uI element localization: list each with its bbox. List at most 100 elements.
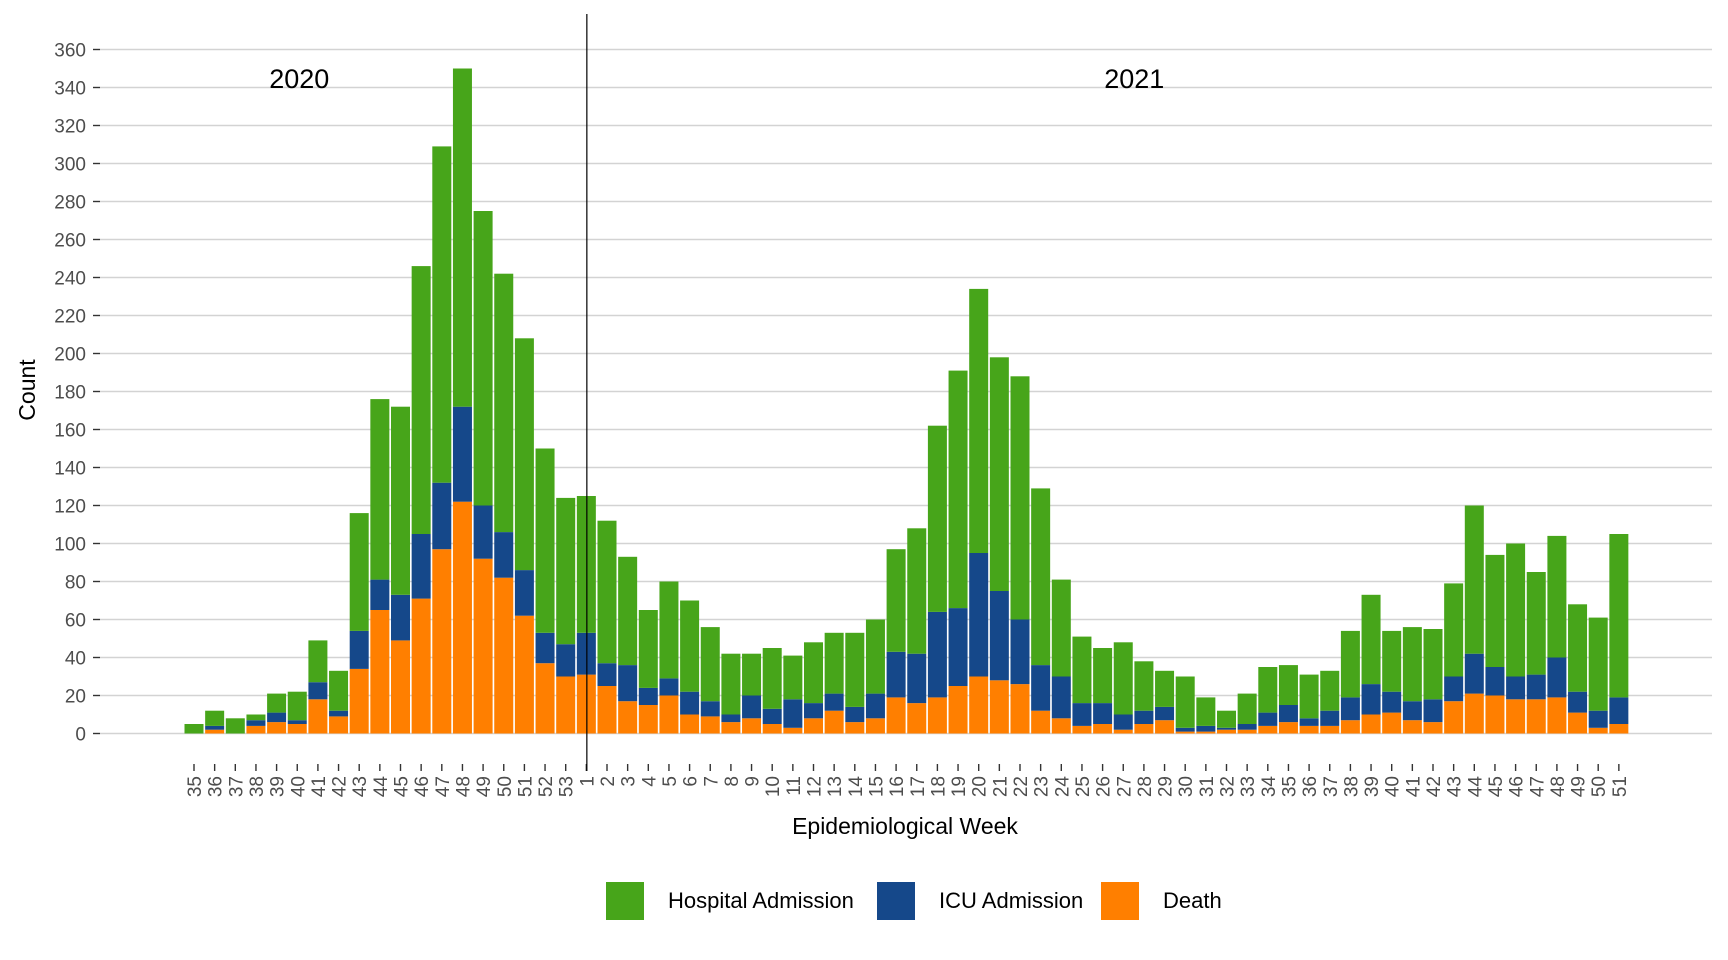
x-tick-label: 36 — [206, 776, 227, 797]
x-tick-label: 34 — [1259, 776, 1280, 798]
bar-death — [989, 680, 1009, 734]
x-tick-label: 39 — [1362, 776, 1383, 797]
bar-death — [618, 701, 638, 734]
x-tick-label: 29 — [1156, 776, 1177, 797]
bar-hospital-admission — [1031, 488, 1051, 666]
legend-item-hospital-admission[interactable]: Hospital Admission — [606, 882, 854, 920]
bar-icu-admission — [411, 534, 431, 599]
x-tick-label: 44 — [371, 776, 392, 798]
x-tick-label: 16 — [887, 776, 908, 797]
bar-icu-admission — [1258, 712, 1278, 726]
bar-death — [205, 729, 225, 734]
x-tick-label: 53 — [557, 776, 578, 797]
x-tick-label: 25 — [1073, 776, 1094, 797]
bar-death — [349, 668, 369, 734]
x-tick-label: 37 — [1321, 776, 1342, 797]
bar-icu-admission — [452, 406, 472, 502]
x-tick-label: 40 — [288, 776, 309, 797]
bar-death — [1051, 718, 1071, 734]
bar-hospital-admission — [1444, 583, 1464, 677]
x-tick-label: 18 — [928, 776, 949, 797]
bar-hospital-admission — [391, 406, 410, 595]
bar-death — [1609, 724, 1629, 734]
bar-death — [1175, 731, 1195, 734]
bar-icu-admission — [1340, 697, 1360, 721]
bar-hospital-admission — [1526, 572, 1546, 675]
bar-icu-admission — [638, 687, 658, 705]
bar-hospital-admission — [1547, 535, 1567, 658]
bar-death — [1278, 722, 1298, 734]
bar-icu-admission — [370, 579, 390, 610]
bar-hospital-admission — [700, 627, 720, 702]
bar-hospital-admission — [432, 146, 452, 483]
bar-icu-admission — [267, 712, 287, 723]
bar-hospital-admission — [205, 710, 225, 726]
bar-death — [721, 722, 741, 734]
bar-death — [1155, 720, 1175, 734]
bar-hospital-admission — [969, 288, 989, 553]
bar-hospital-admission — [370, 399, 390, 580]
bar-hospital-admission — [1340, 630, 1360, 698]
x-tick-label: 42 — [1424, 776, 1445, 797]
bar-hospital-admission — [535, 448, 555, 633]
x-tick-label: 17 — [908, 776, 929, 797]
bar-death — [1526, 699, 1546, 734]
bar-death — [1568, 712, 1588, 734]
x-tick-label: 8 — [722, 776, 743, 787]
bar-icu-admission — [1010, 619, 1030, 685]
x-tick-label: 52 — [536, 776, 557, 797]
bar-death — [700, 716, 720, 734]
bar-death — [411, 598, 431, 734]
bar-icu-admission — [1051, 676, 1071, 719]
bar-hospital-admission — [1568, 604, 1588, 692]
y-tick-label: 240 — [54, 269, 86, 290]
bar-hospital-admission — [638, 610, 658, 688]
x-tick-label: 45 — [392, 776, 413, 797]
x-axis-title: Epidemiological Week — [792, 813, 1018, 839]
x-tick-label: 37 — [226, 776, 247, 797]
bar-icu-admission — [742, 695, 762, 719]
bar-death — [1464, 693, 1484, 734]
bar-icu-admission — [783, 699, 803, 728]
bar-death — [1237, 729, 1257, 734]
legend-label: ICU Admission — [939, 888, 1084, 913]
bar-icu-admission — [1217, 727, 1236, 730]
bar-icu-admission — [1485, 667, 1505, 696]
bar-death — [927, 697, 947, 734]
bar-icu-admission — [989, 591, 1009, 681]
x-tick-label: 47 — [1527, 776, 1548, 797]
bar-death — [514, 615, 534, 734]
bar-death — [1072, 725, 1092, 734]
x-tick-label: 12 — [805, 776, 826, 797]
bar-death — [638, 705, 658, 734]
bar-hospital-admission — [1237, 693, 1257, 724]
bar-icu-admission — [1547, 657, 1567, 698]
bar-death — [370, 610, 390, 734]
x-tick-label: 4 — [639, 776, 660, 787]
bar-hospital-admission — [1464, 505, 1484, 654]
bar-hospital-admission — [1155, 670, 1175, 707]
bar-hospital-admission — [597, 520, 617, 664]
bar-icu-admission — [824, 693, 844, 711]
bar-icu-admission — [1237, 724, 1257, 730]
legend-item-death[interactable]: Death — [1101, 882, 1222, 920]
bar-hospital-admission — [1196, 697, 1216, 726]
bar-icu-admission — [1361, 684, 1381, 715]
x-tick-label: 1 — [577, 776, 598, 787]
bar-icu-admission — [969, 553, 989, 677]
bar-icu-admission — [618, 665, 638, 702]
x-tick-label: 31 — [1197, 776, 1218, 797]
bar-death — [865, 718, 885, 734]
bar-icu-admission — [1155, 706, 1175, 721]
bar-hospital-admission — [1382, 630, 1402, 692]
bar-hospital-admission — [865, 619, 885, 694]
x-tick-label: 32 — [1218, 776, 1239, 797]
bar-icu-admission — [597, 663, 617, 686]
bar-death — [1196, 731, 1216, 734]
bar-hospital-admission — [1113, 642, 1133, 715]
bar-death — [432, 549, 452, 734]
bar-death — [1485, 695, 1505, 734]
bar-hospital-admission — [225, 718, 245, 734]
legend-item-icu-admission[interactable]: ICU Admission — [877, 882, 1084, 920]
bar-hospital-admission — [721, 653, 741, 715]
